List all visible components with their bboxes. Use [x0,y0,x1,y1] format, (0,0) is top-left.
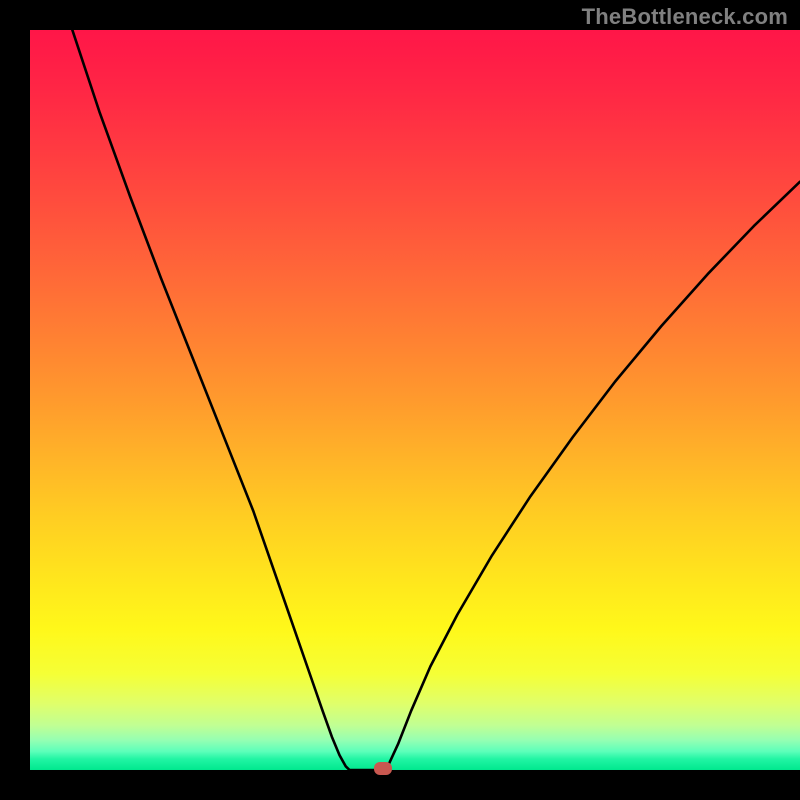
optimal-marker [374,762,392,775]
watermark-label: TheBottleneck.com [582,4,788,30]
bottleneck-chart [30,30,800,770]
chart-frame: TheBottleneck.com [0,0,800,800]
gradient-background [30,30,800,770]
